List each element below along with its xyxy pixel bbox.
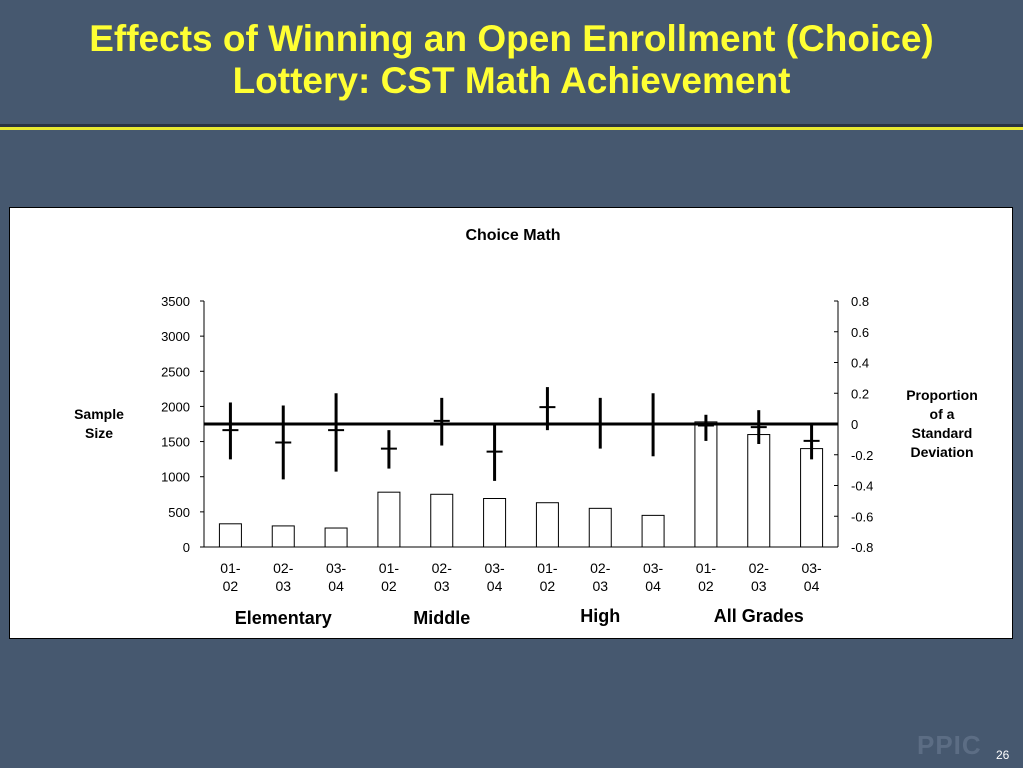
left-tick-label: 0 xyxy=(183,540,190,555)
right-axis-label: Standard xyxy=(912,425,973,441)
chart-panel: Choice Math 0 500 1000 1500 2000 2500 3000 3500 -… xyxy=(9,207,1013,639)
ppic-watermark: PPIC xyxy=(917,730,982,760)
left-tick-label: 2500 xyxy=(161,364,190,379)
slide-title-line-2: Lottery: CST Math Achievement xyxy=(232,60,791,101)
right-axis-label: Proportion xyxy=(906,387,978,403)
choice-math-chart: Choice Math 0 500 1000 1500 2000 2500 3000 3500 -… xyxy=(74,227,978,628)
category-label: 03- xyxy=(801,560,822,576)
slide-title: Effects of Winning an Open Enrollment (C… xyxy=(0,18,1023,102)
category-label: 03 xyxy=(434,578,450,594)
left-tick-label: 500 xyxy=(168,505,190,520)
category-label: 02 xyxy=(381,578,397,594)
slide-title-line-1: Effects of Winning an Open Enrollment (C… xyxy=(89,18,934,59)
page-number: 26 xyxy=(996,748,1010,762)
sample-size-bar xyxy=(588,507,612,548)
left-tick-label: 3500 xyxy=(161,294,190,309)
title-rule-shadow xyxy=(0,124,1023,127)
right-tick-label: 0 xyxy=(851,417,858,432)
category-label: 01- xyxy=(696,560,717,576)
category-label: 03 xyxy=(751,578,767,594)
right-tick-label: -0.8 xyxy=(851,540,873,555)
right-tick-label: 0.2 xyxy=(851,386,869,401)
category-label: 02- xyxy=(590,560,611,576)
category-label: 01- xyxy=(379,560,400,576)
group-label: Middle xyxy=(413,608,470,628)
category-label: 03 xyxy=(275,578,291,594)
right-tick-label: -0.6 xyxy=(851,509,873,524)
right-axis-label: of a xyxy=(930,406,955,422)
category-label: 02 xyxy=(223,578,239,594)
category-label: 03 xyxy=(592,578,608,594)
right-tick-label: -0.2 xyxy=(851,448,873,463)
category-label: 02- xyxy=(273,560,294,576)
left-axis-label: Sample xyxy=(74,406,124,422)
category-label: 04 xyxy=(487,578,503,594)
sample-size-bar xyxy=(218,523,242,548)
sample-size-bar xyxy=(377,491,401,548)
category-label: 02 xyxy=(540,578,556,594)
group-label: All Grades xyxy=(714,606,804,626)
sample-size-bar xyxy=(430,493,454,548)
group-label: Elementary xyxy=(235,608,332,628)
left-tick-label: 2000 xyxy=(161,399,190,414)
left-tick-label: 3000 xyxy=(161,329,190,344)
category-label: 04 xyxy=(328,578,344,594)
left-tick-label: 1500 xyxy=(161,435,190,450)
category-label: 04 xyxy=(645,578,661,594)
sample-size-bar xyxy=(641,514,665,548)
title-rule xyxy=(0,127,1023,130)
group-label: High xyxy=(580,606,620,626)
sample-size-bar xyxy=(271,525,295,548)
category-label: 02 xyxy=(698,578,714,594)
sample-size-bar xyxy=(800,448,824,548)
category-label: 02- xyxy=(749,560,770,576)
category-label: 03- xyxy=(484,560,505,576)
right-tick-label: -0.4 xyxy=(851,479,873,494)
category-label: 03- xyxy=(326,560,347,576)
sample-size-bar xyxy=(483,498,507,548)
right-tick-label: 0.8 xyxy=(851,294,869,309)
category-label: 02- xyxy=(432,560,453,576)
category-label: 04 xyxy=(804,578,820,594)
chart-title: Choice Math xyxy=(465,227,560,244)
sample-size-bar xyxy=(324,527,348,548)
sample-size-bar xyxy=(535,502,559,548)
category-label: 01- xyxy=(537,560,558,576)
category-label: 03- xyxy=(643,560,664,576)
left-axis-label: Size xyxy=(85,425,113,441)
right-tick-label: 0.4 xyxy=(851,356,869,371)
right-tick-label: 0.6 xyxy=(851,325,869,340)
right-axis-label: Deviation xyxy=(910,444,973,460)
sample-size-bar xyxy=(747,434,771,548)
left-tick-label: 1000 xyxy=(161,470,190,485)
category-label: 01- xyxy=(220,560,241,576)
